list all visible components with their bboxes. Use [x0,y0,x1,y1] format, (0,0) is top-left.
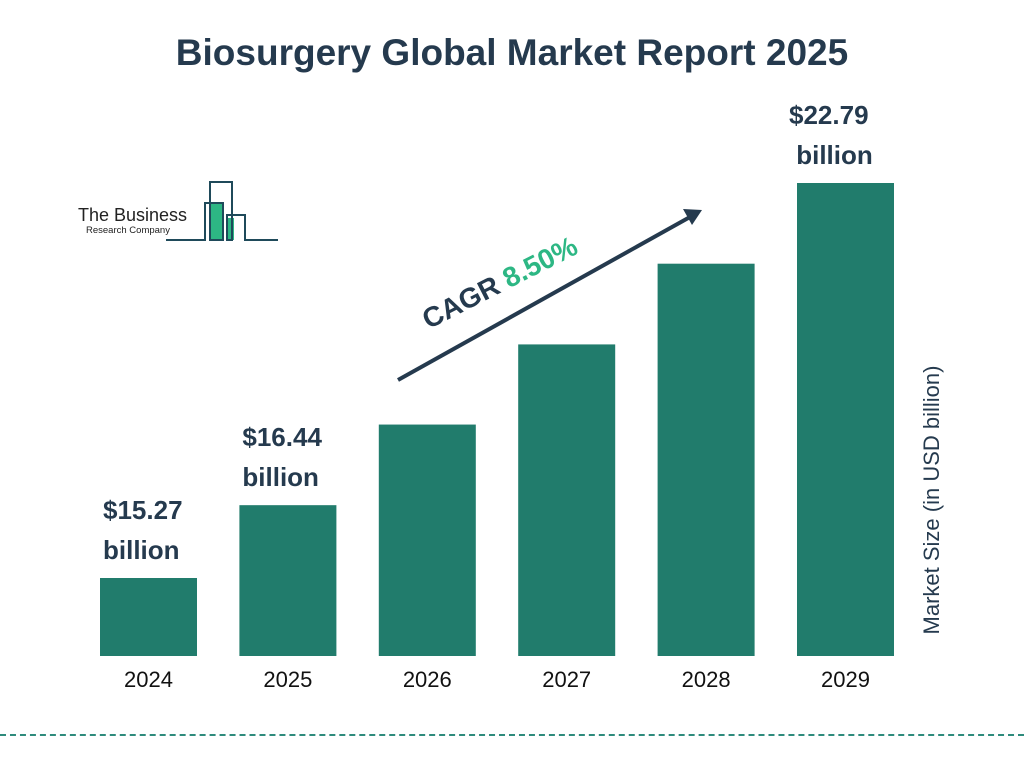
x-tick-label: 2025 [263,667,312,692]
bar-2029 [797,183,894,656]
x-tick-label: 2028 [682,667,731,692]
data-label: $22.79 billion [789,95,873,175]
x-tick-label: 2024 [124,667,173,692]
cagr-arrow-line [397,215,691,382]
bar-2026 [378,424,476,656]
data-label-line: $16.44 [242,422,322,453]
company-logo: The Business Research Company [78,180,283,245]
bar-2025 [239,505,337,656]
bar-2028 [657,263,755,656]
data-label: $16.44 billion [242,417,322,497]
x-tick-label: 2029 [821,667,870,692]
logo-buildings-icon [166,181,278,241]
cagr-arrow-head [683,209,702,225]
data-label-line: $22.79 [789,100,869,130]
footer-divider [0,734,1024,736]
x-tick-label: 2027 [542,667,591,692]
data-label-line: billion [103,535,180,565]
bar-2027 [518,344,616,656]
x-tick-label: 2026 [403,667,452,692]
data-label-line: billion [789,140,873,170]
chart-title: Biosurgery Global Market Report 2025 [175,32,849,73]
data-label-line: billion [242,462,319,493]
logo-line2: Research Company [86,225,170,236]
data-label: $15.27 billion [103,490,183,570]
y-axis-label: Market Size (in USD billion) [919,365,944,635]
data-label-line: $15.27 [103,495,183,525]
logo-line1: The Business [78,205,188,225]
bar-2024 [100,578,197,656]
